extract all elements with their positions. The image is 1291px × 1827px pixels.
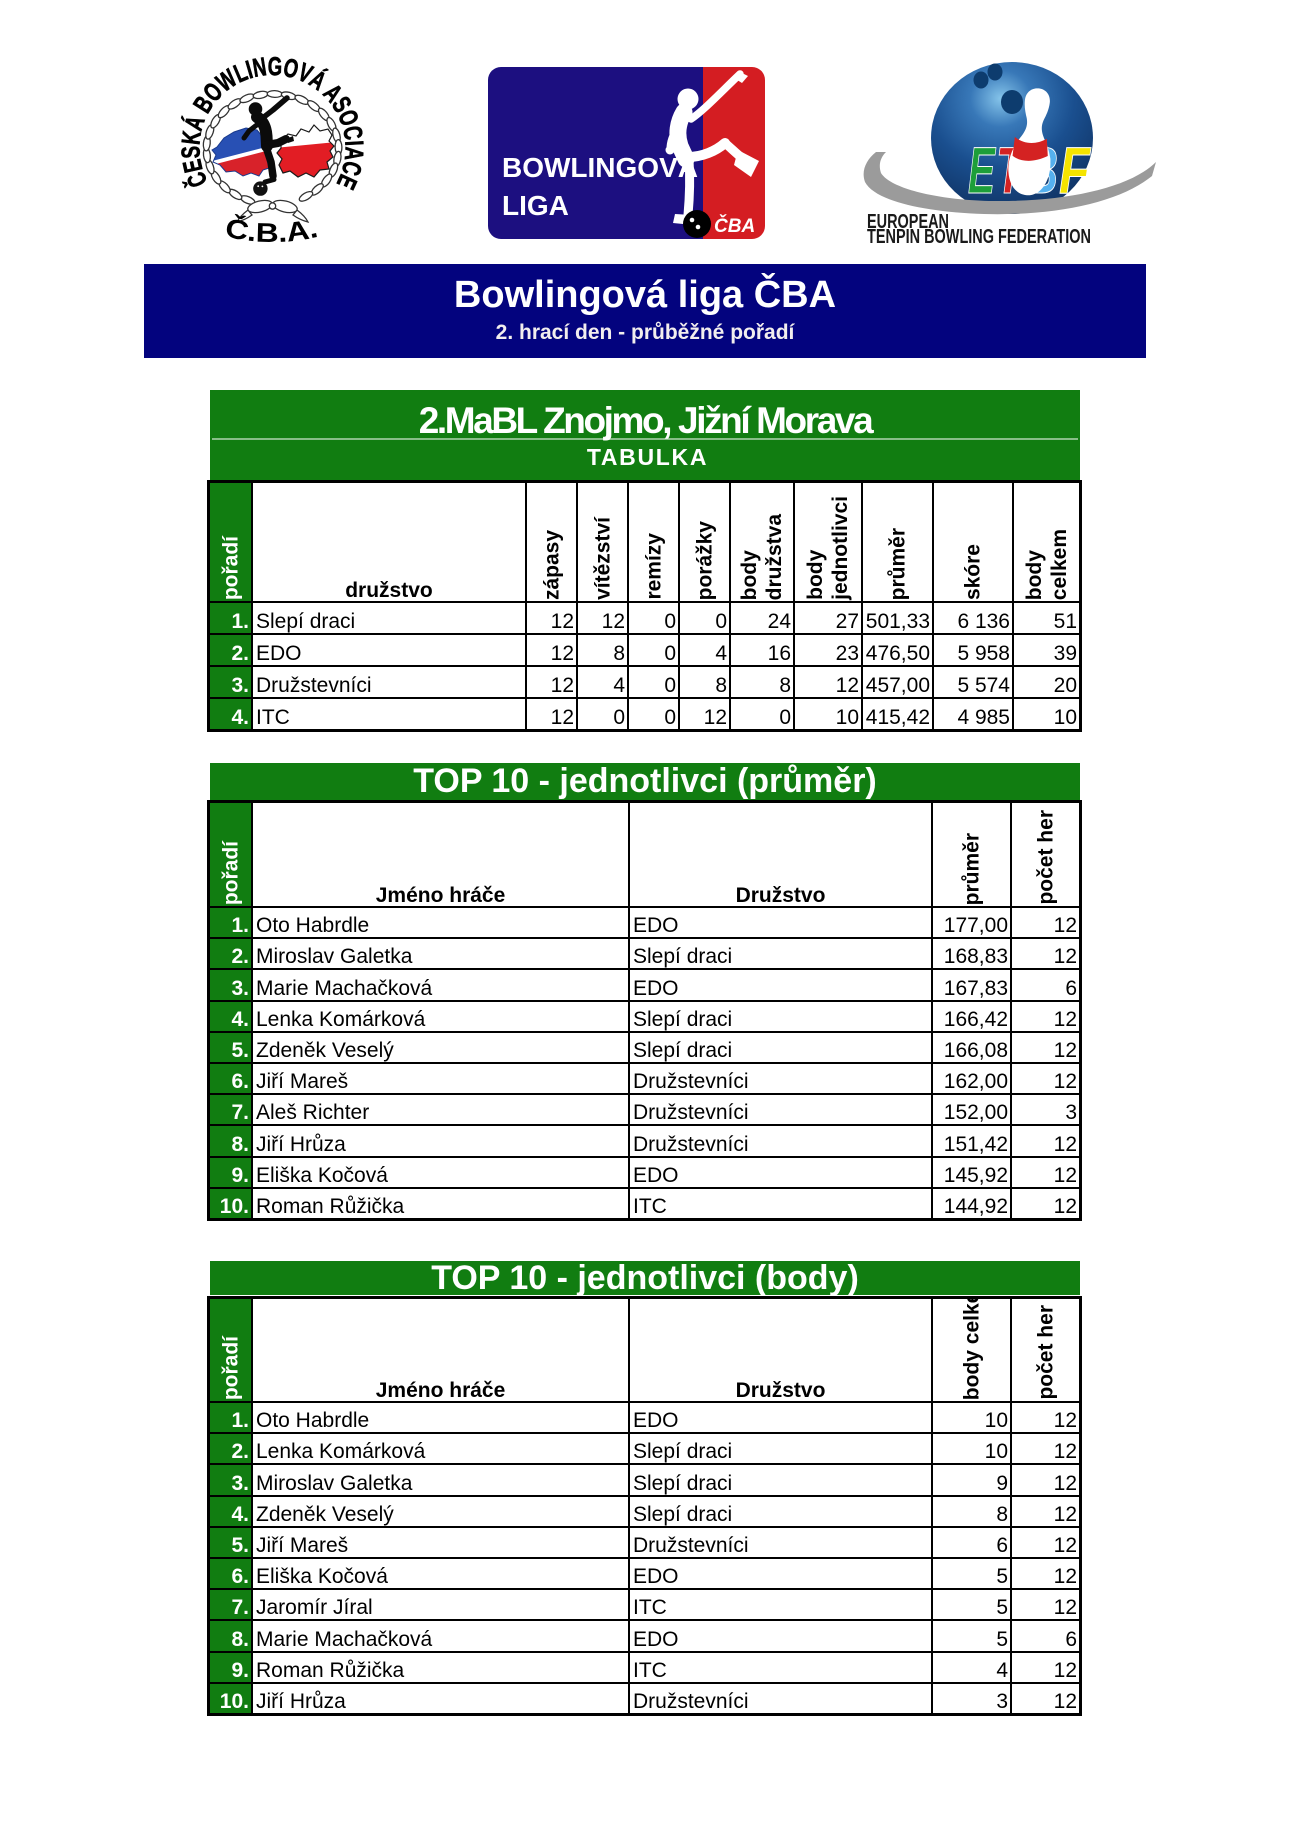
svg-text:F: F [1059,133,1091,207]
svg-text:EUROPEAN: EUROPEAN [867,211,949,233]
svg-text:BOWLINGOVÁ: BOWLINGOVÁ [502,152,698,183]
svg-text:TENPIN BOWLING FEDERATION: TENPIN BOWLING FEDERATION [867,226,1091,248]
svg-text:ČBA: ČBA [714,215,755,237]
svg-text:E: E [968,133,996,207]
svg-text:Č.B.A.: Č.B.A. [223,212,320,248]
svg-text:LIGA: LIGA [502,190,569,221]
